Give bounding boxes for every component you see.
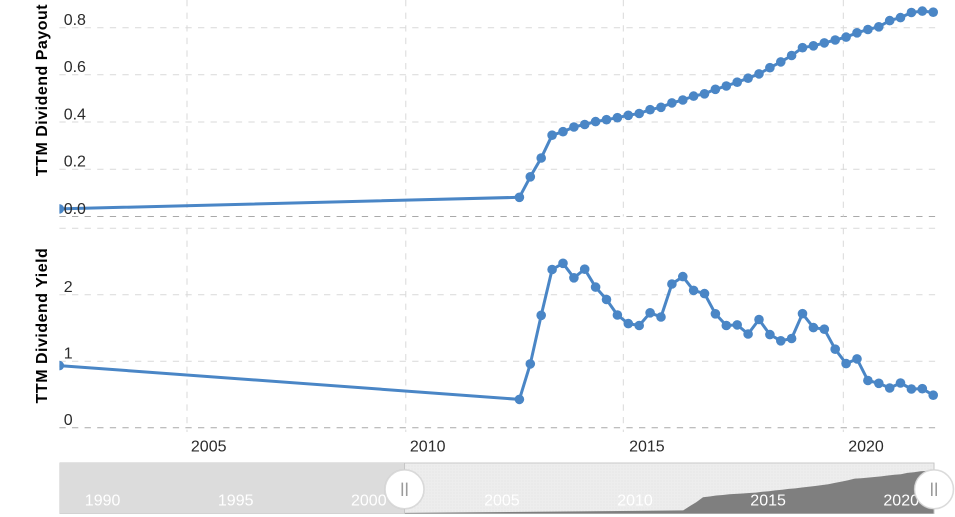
svg-text:2010: 2010 bbox=[410, 439, 446, 456]
svg-text:2000: 2000 bbox=[351, 493, 387, 510]
svg-text:2005: 2005 bbox=[484, 493, 520, 510]
svg-text:0.4: 0.4 bbox=[64, 106, 86, 123]
svg-text:2015: 2015 bbox=[629, 439, 665, 456]
svg-text:0: 0 bbox=[64, 412, 73, 429]
svg-text:2010: 2010 bbox=[617, 493, 653, 510]
svg-text:1995: 1995 bbox=[218, 493, 254, 510]
svg-text:0.8: 0.8 bbox=[64, 12, 86, 29]
svg-text:1990: 1990 bbox=[85, 493, 121, 510]
svg-text:2: 2 bbox=[64, 279, 73, 296]
svg-text:0.2: 0.2 bbox=[64, 154, 86, 171]
svg-text:TTM Dividend Yield: TTM Dividend Yield bbox=[34, 248, 51, 404]
svg-text:2020: 2020 bbox=[848, 439, 884, 456]
svg-text:1: 1 bbox=[64, 346, 73, 363]
svg-text:0.0: 0.0 bbox=[64, 201, 86, 218]
svg-text:2005: 2005 bbox=[191, 439, 227, 456]
svg-text:2020: 2020 bbox=[883, 493, 919, 510]
svg-text:0.6: 0.6 bbox=[64, 59, 86, 76]
svg-text:2015: 2015 bbox=[750, 493, 786, 510]
svg-text:TTM Dividend Payout: TTM Dividend Payout bbox=[34, 4, 51, 176]
